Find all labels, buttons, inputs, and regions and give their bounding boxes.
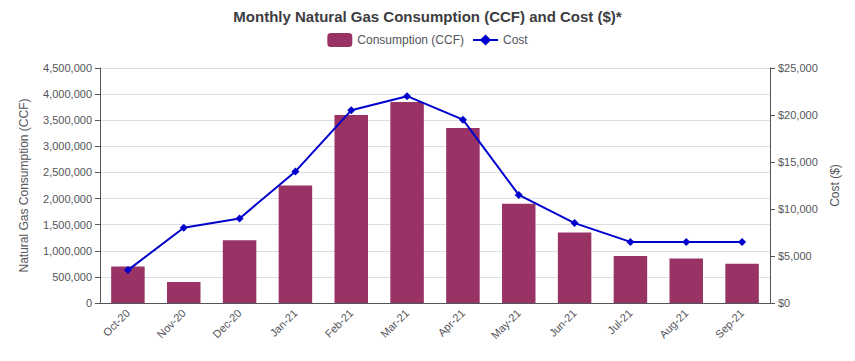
svg-text:Jun-21: Jun-21 (547, 307, 579, 339)
svg-text:0: 0 (86, 297, 92, 309)
svg-text:$20,000: $20,000 (778, 109, 818, 121)
svg-text:$15,000: $15,000 (778, 156, 818, 168)
svg-text:$25,000: $25,000 (778, 62, 818, 74)
svg-text:Monthly Natural Gas Consumptio: Monthly Natural Gas Consumption (CCF) an… (233, 8, 621, 25)
svg-text:Jul-21: Jul-21 (605, 307, 635, 337)
svg-text:$5,000: $5,000 (778, 250, 812, 262)
svg-text:Cost: Cost (503, 33, 528, 47)
svg-text:Jan-21: Jan-21 (267, 307, 299, 339)
svg-text:Feb-21: Feb-21 (322, 307, 355, 340)
svg-text:Aug-21: Aug-21 (657, 307, 691, 341)
svg-text:May-21: May-21 (489, 307, 523, 341)
svg-text:4,000,000: 4,000,000 (43, 88, 92, 100)
svg-text:$10,000: $10,000 (778, 203, 818, 215)
svg-text:Apr-21: Apr-21 (435, 307, 467, 339)
svg-text:1,500,000: 1,500,000 (43, 219, 92, 231)
svg-text:$0: $0 (778, 297, 790, 309)
svg-text:Sep-21: Sep-21 (713, 307, 747, 341)
svg-text:Consumption (CCF): Consumption (CCF) (357, 33, 464, 47)
svg-text:3,000,000: 3,000,000 (43, 140, 92, 152)
svg-text:Oct-20: Oct-20 (100, 307, 132, 339)
svg-text:Cost ($): Cost ($) (828, 164, 842, 207)
svg-text:1,000,000: 1,000,000 (43, 245, 92, 257)
svg-text:2,500,000: 2,500,000 (43, 166, 92, 178)
svg-text:Nov-20: Nov-20 (154, 307, 188, 341)
svg-text:Natural Gas Consumption (CCF): Natural Gas Consumption (CCF) (17, 98, 31, 272)
svg-text:3,500,000: 3,500,000 (43, 114, 92, 126)
svg-text:Dec-20: Dec-20 (210, 307, 244, 341)
svg-text:4,500,000: 4,500,000 (43, 62, 92, 74)
svg-text:Mar-21: Mar-21 (378, 307, 411, 340)
svg-text:2,000,000: 2,000,000 (43, 193, 92, 205)
svg-text:500,000: 500,000 (52, 271, 92, 283)
